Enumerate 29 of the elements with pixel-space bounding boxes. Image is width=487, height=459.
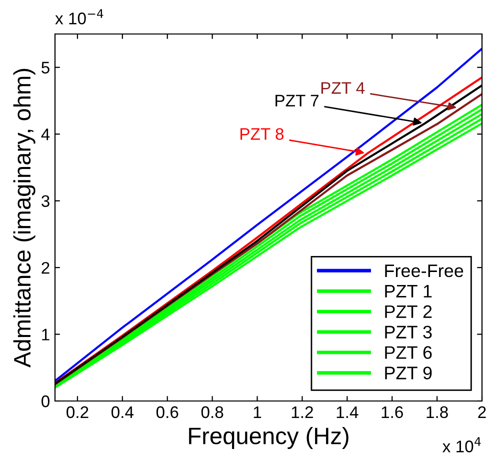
legend-label: PZT 9 <box>385 366 432 380</box>
x-tick-label: 2 <box>478 406 486 418</box>
x-tick-label: 0.2 <box>66 406 88 418</box>
x-tick-label: 0.8 <box>201 406 224 418</box>
legend-label: PZT 2 <box>385 305 432 318</box>
legend-label: PZT 1 <box>385 285 432 298</box>
x-tick-label: 1.6 <box>382 406 403 418</box>
y-tick-label: 0 <box>42 395 50 408</box>
text: x 10$^{−4}$ <box>55 9 104 24</box>
y-tick-label: 3 <box>42 195 50 208</box>
y-tick-label: 4 <box>41 128 50 140</box>
x-tick-label: 1.8 <box>426 406 448 418</box>
y-axis-title: Admittance (imaginary, ohm) <box>13 68 36 368</box>
annotation: PZT 4 <box>321 82 365 94</box>
text: x 10$^{4}$ <box>442 437 481 452</box>
y-tick-label: 5 <box>42 62 50 74</box>
annotation: PZT 7 <box>276 94 318 106</box>
legend-label: PZT 3 <box>385 326 432 338</box>
legend-label: PZT 6 <box>385 346 432 359</box>
legend-label: Free-Free <box>385 264 464 278</box>
x-tick-label: 1.2 <box>292 406 313 418</box>
x-tick-label: 0.6 <box>156 406 178 418</box>
y-tick-label: 2 <box>42 262 50 274</box>
x-tick-label: 0.4 <box>111 406 134 418</box>
x-axis-title: Frequency (Hz) <box>189 426 348 449</box>
annotation: PZT 8 <box>240 128 284 140</box>
y-tick-label: 1 <box>42 328 50 340</box>
x-tick-label: 1 <box>254 406 262 418</box>
x-tick-label: 1.4 <box>336 406 358 418</box>
